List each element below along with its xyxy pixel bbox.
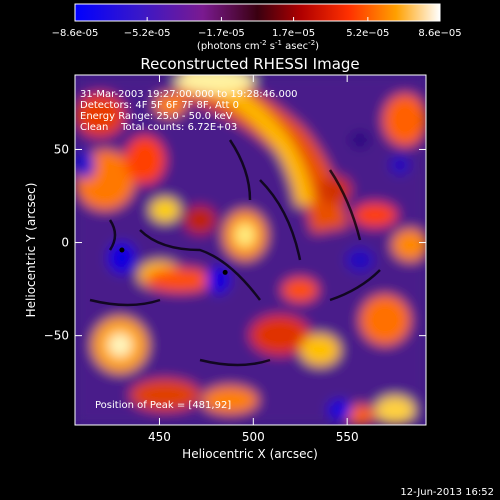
colorbar-tick-label: −5.2e-05 <box>124 28 171 39</box>
x-tick-label: 500 <box>242 430 265 444</box>
position-marker <box>222 269 228 275</box>
y-axis-title: Heliocentric Y (arcsec) <box>24 183 38 318</box>
footer-date: 12-Jun-2013 16:52 <box>400 487 494 498</box>
y-tick-label: 0 <box>61 236 69 250</box>
x-axis-ticks <box>158 75 348 425</box>
colorbar-tick-label: 5.2e−05 <box>346 28 389 39</box>
colorbar-tick-label: −8.6e-05 <box>52 28 99 39</box>
position-markers <box>119 247 228 275</box>
annotation-energy: Energy Range: 25.0 - 50.0 keV <box>80 111 233 122</box>
annotation-clean: Clean Total counts: 6.72E+03 <box>80 122 237 133</box>
annotation-time: 31-Mar-2003 19:27:00.000 to 19:28:46.000 <box>80 89 298 100</box>
annotation-peak: Position of Peak = [481,92] <box>95 400 231 411</box>
y-axis-tick-labels: 50 0 −50 <box>44 142 69 342</box>
y-tick-label: −50 <box>44 329 69 343</box>
colorbar-tick-label: 8.6e−05 <box>418 28 461 39</box>
plot-frame <box>74 74 427 426</box>
colorbar-tick-label: 1.7e−05 <box>272 28 315 39</box>
colorbar <box>74 3 441 22</box>
x-tick-label: 450 <box>148 430 171 444</box>
colorbar-ticks <box>74 17 441 21</box>
colorbar-tick-labels: −8.6e-05 −5.2e-05 −1.7e-05 1.7e−05 5.2e−05 8.… <box>52 28 462 39</box>
colorbar-units: (photons cm-2 s-1 asec-2) <box>197 39 319 52</box>
chart-title: Reconstructed RHESSI Image <box>140 55 359 73</box>
x-axis-tick-labels: 450 500 550 <box>148 430 359 444</box>
heatmap-image <box>75 75 426 425</box>
x-tick-label: 550 <box>336 430 359 444</box>
x-axis-title: Heliocentric X (arcsec) <box>182 447 318 461</box>
colorbar-tick-label: −1.7e-05 <box>198 28 245 39</box>
position-marker <box>119 247 125 253</box>
annotation-detectors: Detectors: 4F 5F 6F 7F 8F, Att 0 <box>80 100 239 111</box>
y-axis-ticks <box>75 148 426 337</box>
y-tick-label: 50 <box>54 142 69 156</box>
